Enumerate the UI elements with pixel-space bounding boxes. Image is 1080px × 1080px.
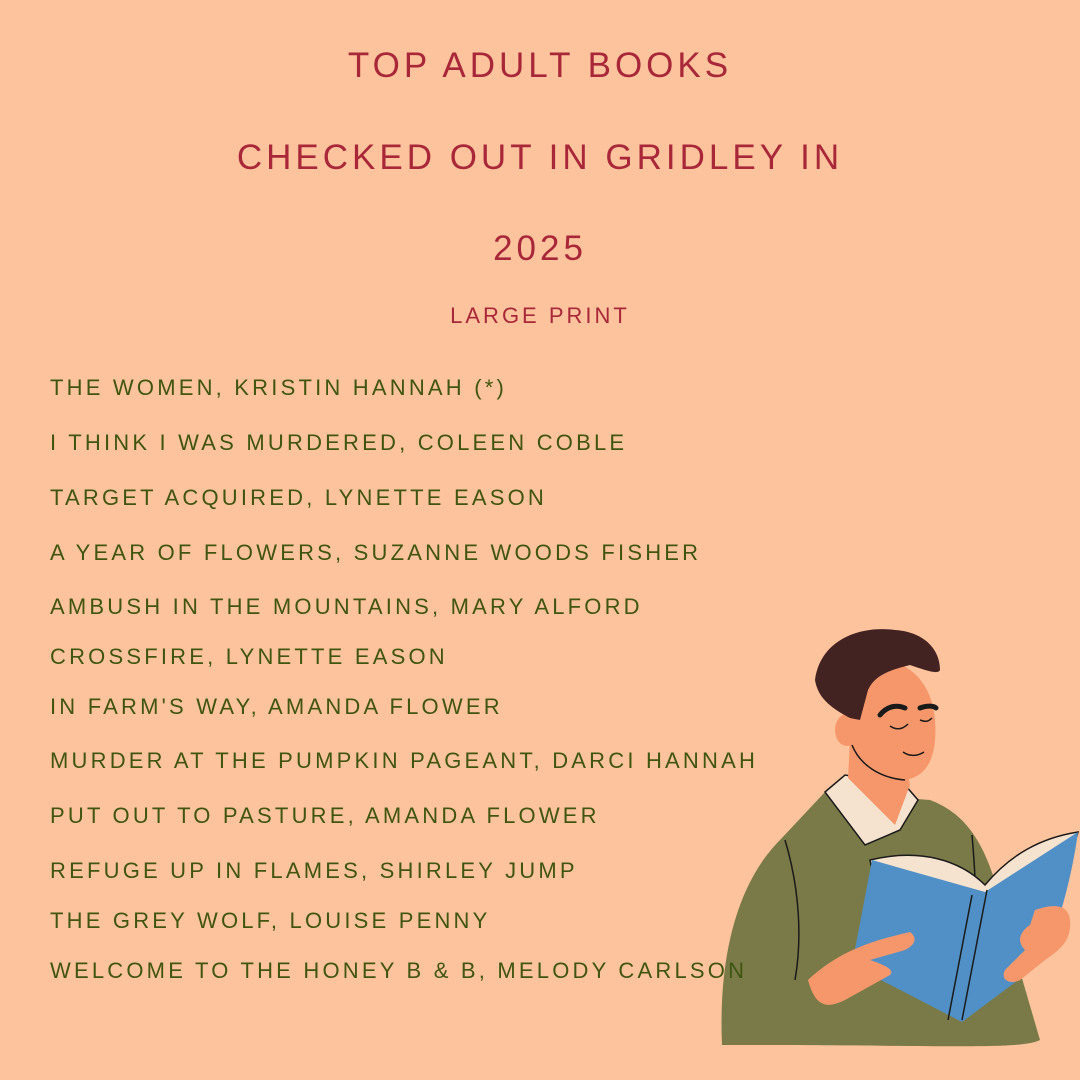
man-reading-book-illustration [721, 629, 1080, 1047]
eyebrow-icon [877, 703, 908, 718]
list-item: TARGET ACQUIRED, LYNETTE EASON [50, 485, 547, 510]
title-line-1: TOP ADULT BOOKS [347, 46, 733, 85]
list-item: CROSSFIRE, LYNETTE EASON [50, 644, 448, 669]
subtitle: LARGE PRINT [450, 303, 630, 328]
right-hand [1003, 906, 1071, 982]
list-item: PUT OUT TO PASTURE, AMANDA FLOWER [50, 803, 600, 828]
hair [815, 629, 940, 720]
list-item: THE WOMEN, KRISTIN HANNAH (*) [50, 375, 508, 400]
list-item: I THINK I WAS MURDERED, COLEEN COBLE [50, 430, 628, 455]
title-line-3: 2025 [493, 229, 587, 268]
list-item: IN FARM'S WAY, AMANDA FLOWER [50, 694, 503, 719]
list-item: REFUGE UP IN FLAMES, SHIRLEY JUMP [50, 858, 578, 883]
list-item: WELCOME TO THE HONEY B & B, MELODY CARLS… [50, 958, 748, 983]
list-item: THE GREY WOLF, LOUISE PENNY [50, 908, 491, 933]
list-item: A YEAR OF FLOWERS, SUZANNE WOODS FISHER [50, 540, 702, 565]
list-item: AMBUSH IN THE MOUNTAINS, MARY ALFORD [50, 594, 643, 619]
title-line-2: CHECKED OUT IN GRIDLEY IN [236, 138, 844, 177]
list-item: MURDER AT THE PUMPKIN PAGEANT, DARCI HAN… [50, 748, 759, 773]
left-hand [808, 932, 915, 1005]
ear [835, 714, 859, 746]
